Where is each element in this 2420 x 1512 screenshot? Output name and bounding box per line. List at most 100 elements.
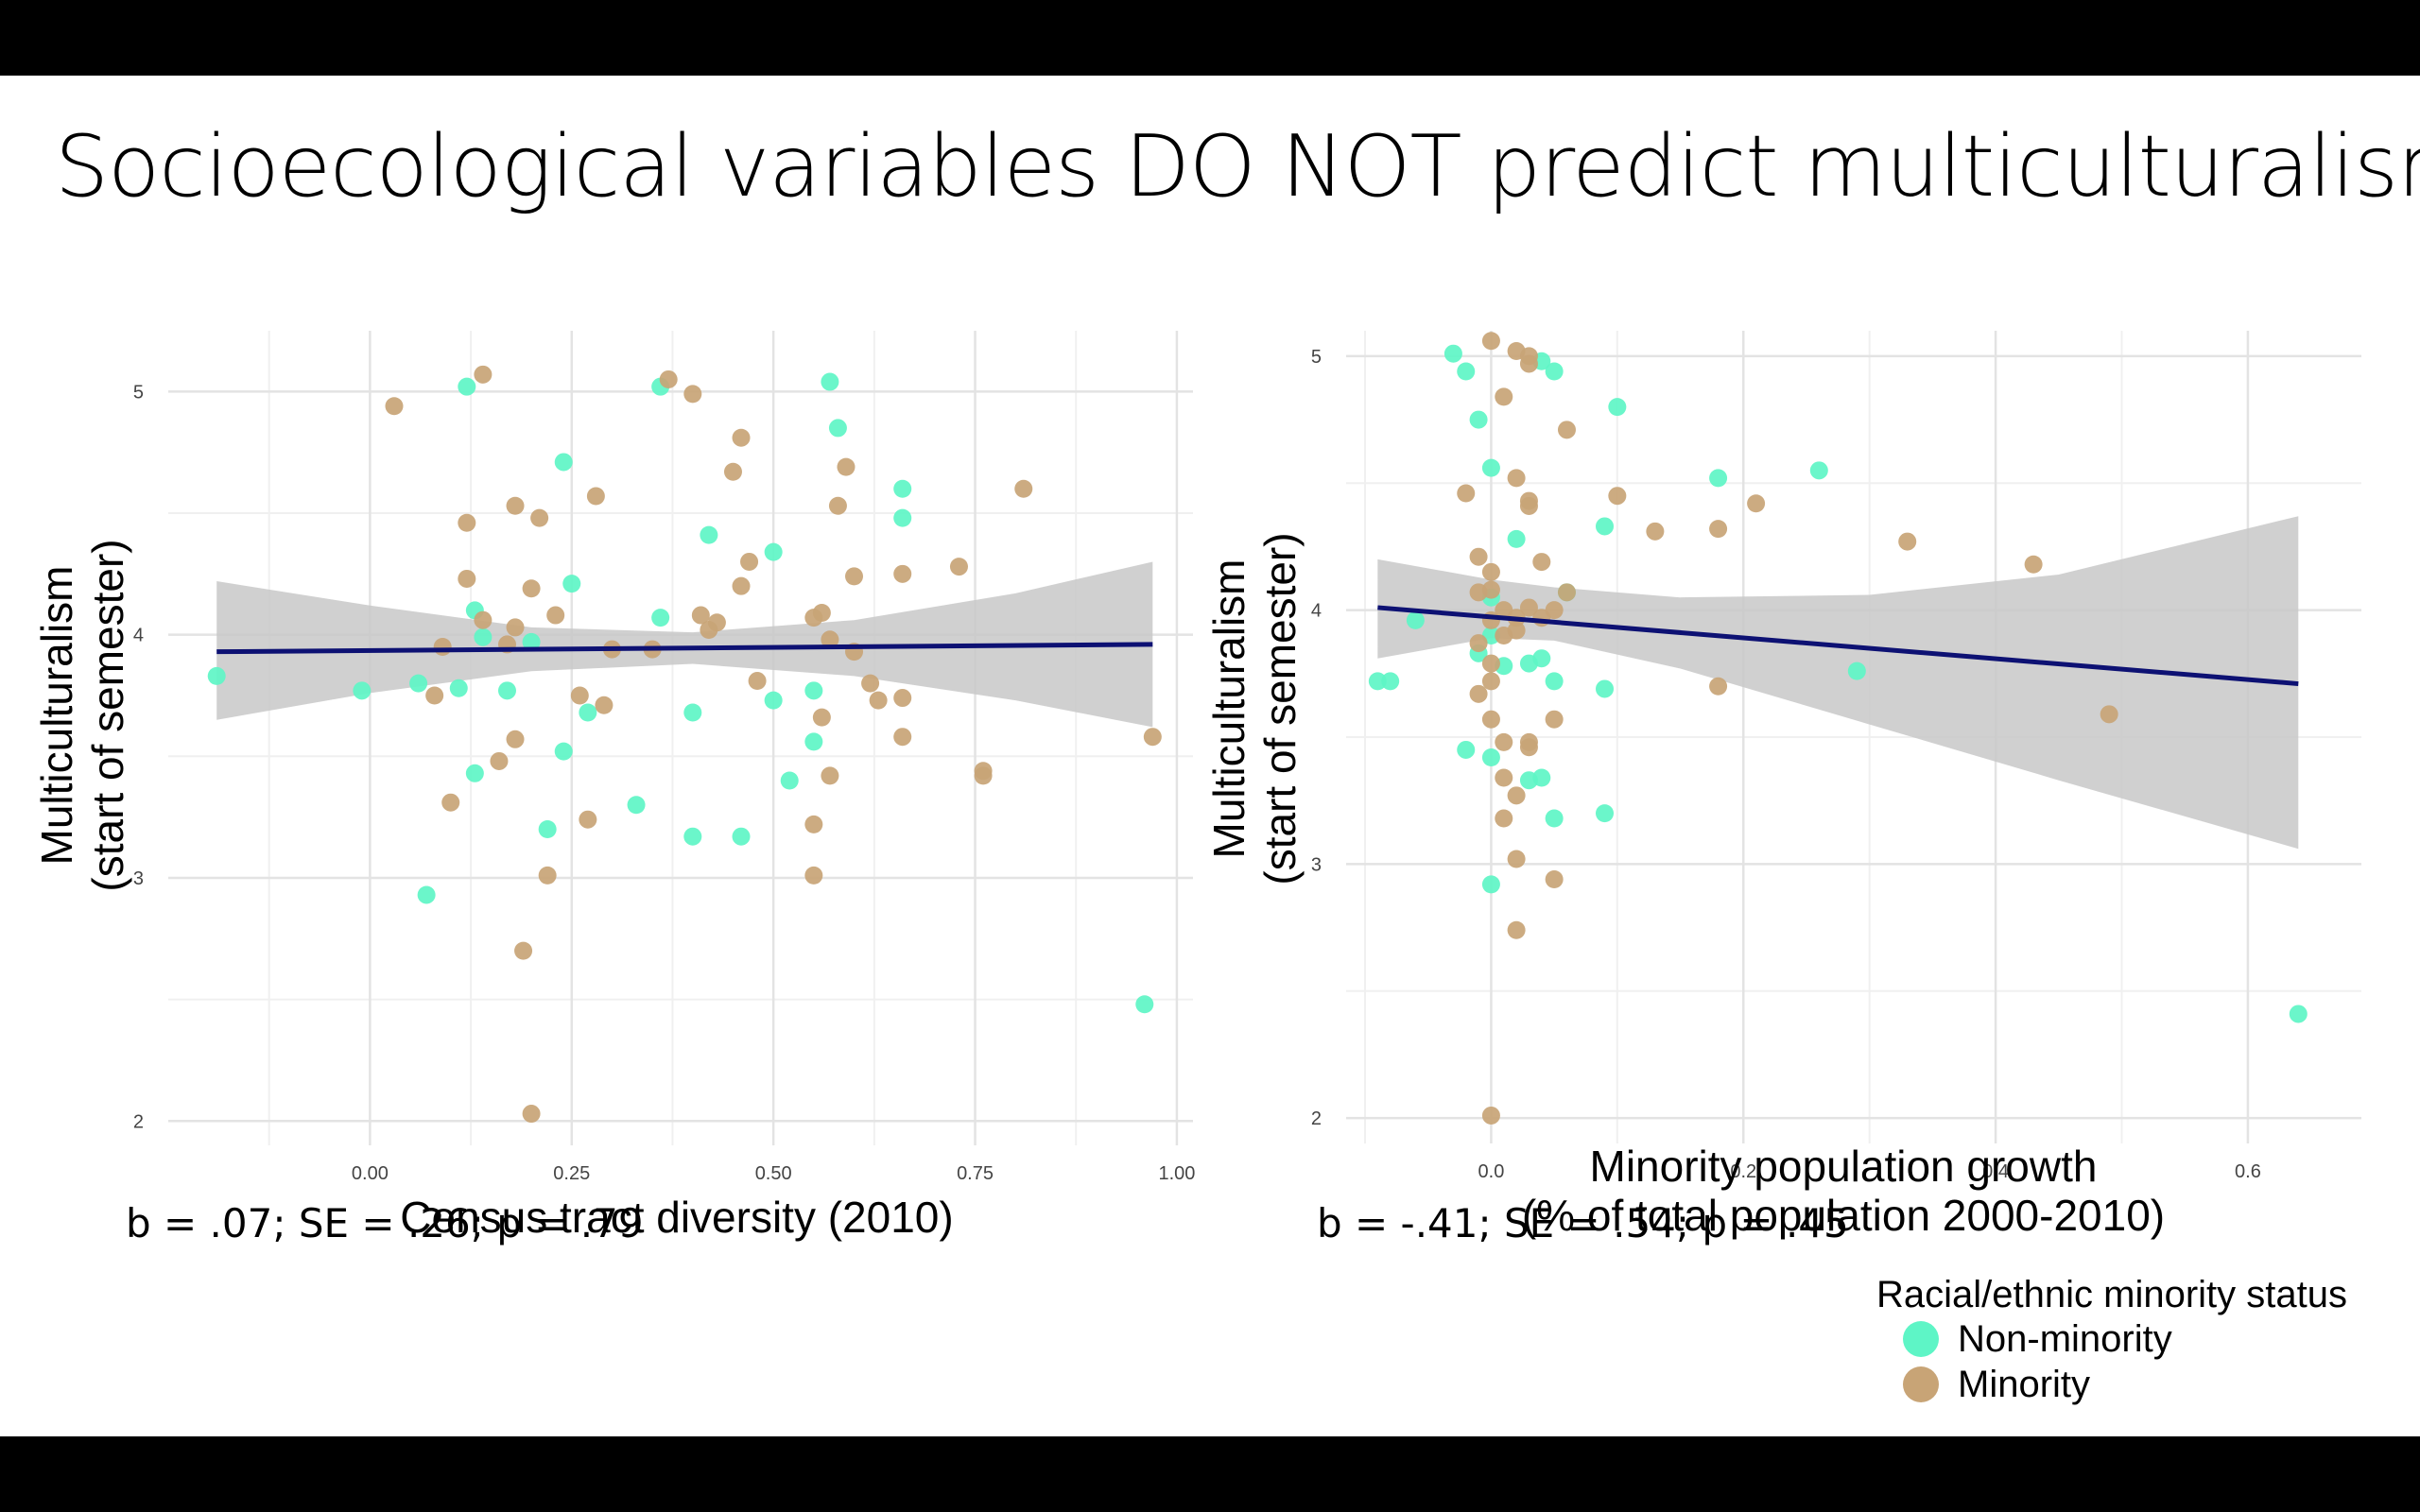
legend-title: Racial/ethnic minority status (1876, 1274, 2347, 1315)
left-point-non-minority (449, 679, 468, 697)
right-point-minority (1495, 732, 1513, 751)
left-point-minority (506, 496, 525, 515)
left-point-minority (732, 576, 751, 595)
left-x-tick-label: 0.50 (755, 1163, 792, 1184)
left-point-minority (441, 793, 460, 812)
left-point-minority (949, 558, 968, 576)
right-point-minority (1507, 850, 1526, 868)
left-point-minority (530, 508, 549, 527)
right-point-minority (1545, 601, 1564, 620)
right-x-axis-label: (% of total population 2000-2010) (1522, 1191, 2165, 1240)
left-point-minority (659, 369, 678, 388)
left-x-tick-label: 0.75 (957, 1163, 994, 1184)
slide-title: Socioecological variables DO NOT predict… (55, 117, 2420, 216)
left-point-minority (837, 457, 856, 476)
right-point-minority (1469, 634, 1488, 653)
left-point-minority (458, 513, 476, 532)
left-point-non-minority (417, 885, 436, 904)
right-y-tick-label: 5 (1311, 347, 1322, 368)
right-point-non-minority (1596, 804, 1615, 823)
right-x-tick-label: 0.0 (1478, 1161, 1505, 1182)
left-point-minority (506, 730, 525, 748)
left-point-minority (1014, 479, 1033, 498)
right-point-non-minority (1457, 362, 1476, 381)
right-point-minority (1495, 809, 1513, 828)
right-point-non-minority (1443, 344, 1462, 363)
legend-label-minority: Minority (1958, 1363, 2091, 1405)
right-point-minority (1495, 601, 1513, 620)
left-point-non-minority (627, 796, 646, 815)
right-point-minority (1481, 562, 1500, 581)
right-point-non-minority (1545, 362, 1564, 381)
right-point-non-minority (1481, 458, 1500, 477)
left-point-minority (804, 815, 823, 833)
right-point-minority (1495, 768, 1513, 787)
left-point-non-minority (554, 453, 573, 472)
left-point-minority (845, 567, 864, 586)
left-y-tick-label: 2 (133, 1111, 144, 1132)
left-point-minority (522, 1105, 541, 1124)
left-point-non-minority (409, 674, 428, 693)
left-point-minority (974, 766, 993, 785)
left-point-non-minority (683, 703, 702, 722)
left-point-minority (546, 606, 565, 625)
left-point-minority (812, 708, 831, 727)
right-point-non-minority (1532, 649, 1551, 668)
right-point-non-minority (1809, 461, 1828, 480)
left-point-non-minority (465, 764, 484, 782)
left-point-non-minority (893, 479, 912, 498)
right-point-non-minority (1457, 740, 1476, 759)
left-point-non-minority (474, 627, 493, 646)
left-point-minority (748, 672, 767, 691)
left-point-non-minority (562, 575, 581, 593)
legend-dot-minority (1903, 1366, 1939, 1402)
right-point-minority (1507, 786, 1526, 805)
right-point-minority (1481, 1106, 1500, 1125)
right-point-minority (1481, 332, 1500, 351)
left-point-minority (1143, 728, 1162, 747)
right-point-minority (1608, 487, 1627, 506)
right-point-minority (1532, 553, 1551, 572)
left-point-minority (869, 691, 888, 710)
left-x-tick-label: 1.00 (1158, 1163, 1195, 1184)
right-y-tick-label: 4 (1311, 601, 1322, 622)
right-point-minority (1747, 494, 1766, 513)
left-point-non-minority (651, 609, 670, 627)
left-point-minority (425, 686, 444, 705)
left-point-minority (893, 689, 912, 708)
left-point-non-minority (554, 742, 573, 761)
left-y-tick-label: 3 (133, 868, 144, 889)
right-point-non-minority (1709, 469, 1728, 488)
right-point-non-minority (2289, 1005, 2308, 1023)
right-point-non-minority (1532, 768, 1551, 787)
right-y-axis-label: Multiculturalism (1204, 559, 1253, 859)
left-point-non-minority (804, 681, 823, 700)
right-point-non-minority (1406, 610, 1425, 629)
left-y-tick-label: 4 (133, 626, 144, 646)
left-point-minority (740, 552, 759, 571)
left-point-non-minority (683, 827, 702, 846)
left-point-non-minority (780, 771, 799, 790)
right-point-minority (2100, 705, 2118, 724)
slide: Socioecological variables DO NOT predict… (0, 76, 2420, 1436)
left-point-non-minority (207, 666, 226, 685)
left-point-minority (893, 728, 912, 747)
left-point-minority (821, 766, 839, 785)
legend-label-non-minority: Non-minority (1958, 1317, 2172, 1360)
right-point-non-minority (1469, 410, 1488, 429)
right-point-minority (1545, 710, 1564, 729)
right-point-minority (1557, 583, 1576, 602)
left-fit-line (216, 642, 1153, 655)
right-point-minority (1519, 354, 1538, 373)
left-point-minority (828, 496, 847, 515)
left-point-minority (474, 365, 493, 384)
right-point-non-minority (1545, 672, 1564, 691)
stats-right: b = -.41; SE = .54; p = .45 (1317, 1200, 1849, 1246)
right-point-minority (1898, 532, 1917, 551)
left-point-minority (538, 866, 557, 885)
left-point-minority (595, 696, 614, 714)
right-point-non-minority (1481, 748, 1500, 766)
left-confidence-band (216, 561, 1153, 728)
left-point-non-minority (764, 542, 783, 561)
left-point-non-minority (538, 819, 557, 838)
